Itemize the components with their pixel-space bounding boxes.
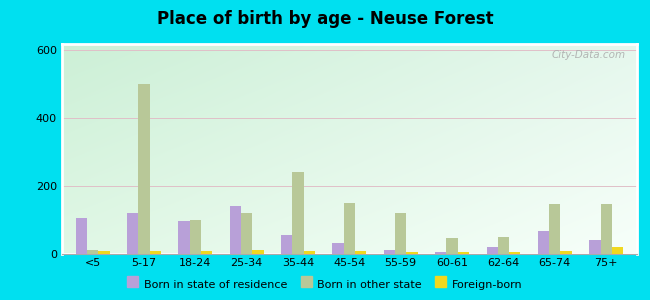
Bar bbox=[355, 251, 367, 254]
Text: City-Data.com: City-Data.com bbox=[551, 50, 625, 60]
Bar bbox=[75, 218, 87, 253]
Bar bbox=[486, 247, 498, 254]
Bar bbox=[384, 250, 395, 254]
Bar bbox=[138, 84, 150, 254]
Bar bbox=[127, 213, 138, 254]
Bar bbox=[241, 213, 252, 254]
Bar bbox=[458, 252, 469, 254]
Bar bbox=[178, 221, 190, 254]
Bar bbox=[332, 243, 344, 254]
Bar bbox=[292, 172, 304, 254]
Bar bbox=[190, 220, 201, 254]
Bar bbox=[447, 238, 458, 254]
Bar bbox=[201, 251, 213, 254]
Bar bbox=[229, 206, 241, 254]
Bar bbox=[252, 250, 264, 254]
Text: Place of birth by age - Neuse Forest: Place of birth by age - Neuse Forest bbox=[157, 11, 493, 28]
Bar bbox=[98, 251, 109, 253]
Bar bbox=[435, 252, 447, 254]
Bar bbox=[344, 203, 355, 254]
Bar bbox=[498, 237, 509, 254]
Bar bbox=[509, 252, 521, 254]
Legend: Born in state of residence, Born in other state, Foreign-born: Born in state of residence, Born in othe… bbox=[123, 275, 527, 294]
Bar bbox=[601, 204, 612, 254]
Bar bbox=[590, 240, 601, 253]
Bar bbox=[549, 204, 560, 254]
Bar bbox=[560, 251, 572, 254]
Bar bbox=[395, 213, 406, 254]
Bar bbox=[538, 232, 549, 253]
Bar bbox=[612, 247, 623, 254]
Bar bbox=[150, 251, 161, 254]
Bar bbox=[304, 251, 315, 254]
Bar bbox=[281, 235, 292, 254]
Bar bbox=[87, 250, 98, 254]
Bar bbox=[406, 252, 418, 254]
